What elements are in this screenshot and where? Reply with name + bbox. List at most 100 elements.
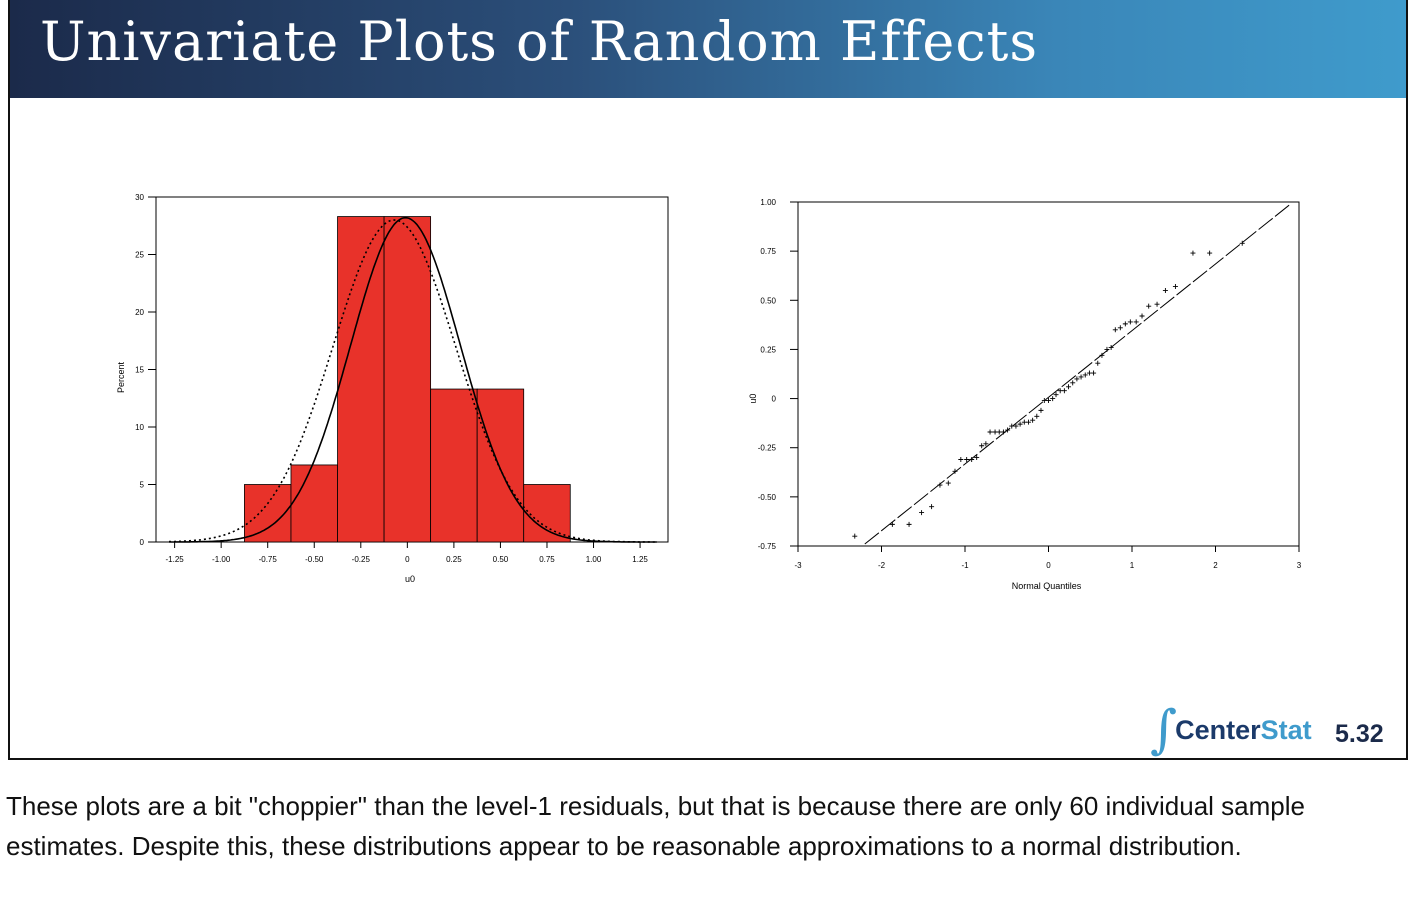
histogram-bar (476, 388, 525, 543)
logo-center-text: Center (1175, 714, 1261, 745)
data-point (1207, 250, 1213, 256)
data-point (979, 443, 985, 449)
x-tick-label: -1 (961, 561, 969, 570)
data-point (1038, 407, 1044, 413)
data-point (1112, 327, 1118, 333)
data-point (919, 510, 925, 516)
x-tick-label: -3 (794, 561, 802, 570)
caption-text: These plots are a bit "choppier" than th… (6, 791, 1305, 861)
x-axis-label: Normal Quantiles (1012, 581, 1082, 591)
integral-icon: ∫ (1150, 700, 1178, 760)
data-point (1122, 321, 1128, 327)
data-point (1000, 429, 1006, 435)
x-tick-label: 1.25 (632, 555, 648, 564)
histogram-bar (523, 484, 571, 543)
data-point (983, 441, 989, 447)
data-point (1057, 388, 1063, 394)
data-point (1074, 376, 1080, 382)
data-point (1133, 319, 1139, 325)
logo-stat-text: Stat (1260, 714, 1312, 745)
data-point (1104, 346, 1110, 352)
data-point (996, 429, 1002, 435)
data-point (1005, 427, 1011, 433)
x-tick-label: 2 (1213, 561, 1218, 570)
data-point (889, 521, 895, 527)
normal-density-curve (169, 216, 657, 543)
data-point (1021, 419, 1027, 425)
x-tick-label: 0.50 (493, 555, 509, 564)
data-point (852, 533, 858, 539)
histogram-chart: 0 5 10 15 20 25 30 -1.25 -1.00 -0.75 -0.50 -0.25 0 0.… (116, 193, 669, 584)
data-point (1017, 421, 1023, 427)
y-tick-label: 30 (135, 193, 144, 202)
qq-plot-chart: -0.75 -0.50 -0.25 0 0.25 0.50 0.75 1.00 -3 -2 -1 0 1… (748, 198, 1302, 591)
data-point (1070, 380, 1076, 386)
y-tick-label: 20 (135, 308, 144, 317)
x-tick-label: 0 (405, 555, 410, 564)
data-point (1025, 419, 1031, 425)
x-tick-label: -1.00 (212, 555, 231, 564)
x-tick-label: -0.50 (305, 555, 324, 564)
histogram-bar (383, 216, 432, 543)
histogram-bar (290, 464, 338, 543)
y-axis-label: Percent (116, 361, 126, 393)
histogram-bar (337, 216, 385, 543)
data-point (1009, 423, 1015, 429)
data-point (1061, 388, 1067, 394)
data-point (1086, 370, 1092, 376)
x-tick-label: -0.75 (259, 555, 278, 564)
data-point (1117, 325, 1123, 331)
data-point (1099, 352, 1105, 358)
data-point (958, 457, 964, 463)
data-point (945, 480, 951, 486)
data-point (1050, 396, 1056, 402)
data-point (929, 504, 935, 510)
y-tick-label: -0.25 (758, 444, 777, 453)
data-point (964, 457, 970, 463)
data-point (1127, 319, 1133, 325)
data-point (952, 468, 958, 474)
data-point (1146, 303, 1152, 309)
y-tick-label: 0.50 (760, 296, 776, 305)
slide-title: Univariate Plots of Random Effects (40, 10, 1039, 73)
data-point (1162, 287, 1168, 293)
data-point (1082, 372, 1088, 378)
y-tick-label: 0.25 (760, 345, 776, 354)
x-tick-label: 1.00 (586, 555, 602, 564)
data-point (937, 482, 943, 488)
centerstat-logo: ∫ Center Stat (1150, 702, 1312, 758)
data-point (1095, 360, 1101, 366)
data-point (1154, 301, 1160, 307)
reference-line (864, 203, 1291, 545)
histogram-bar (430, 388, 478, 543)
x-tick-label: -1.25 (166, 555, 185, 564)
data-point (987, 429, 993, 435)
data-point (969, 457, 975, 463)
x-tick-label: 3 (1297, 561, 1302, 570)
data-point (1013, 423, 1019, 429)
y-tick-label: 0 (772, 395, 777, 404)
y-tick-label: 5 (140, 481, 145, 490)
slide-number: 5.32 (1335, 720, 1384, 748)
data-point (1030, 417, 1036, 423)
data-point (1046, 398, 1051, 404)
kernel-density-curve (169, 219, 657, 543)
x-axis-label: u0 (405, 574, 415, 584)
data-point (906, 521, 912, 527)
y-axis-label: u0 (748, 394, 758, 404)
data-point (992, 429, 998, 435)
x-tick-label: 0.75 (539, 555, 555, 564)
data-point (1172, 284, 1178, 290)
data-point (1034, 413, 1040, 419)
title-bar: Univariate Plots of Random Effects (10, 0, 1406, 98)
y-tick-label: 0.75 (760, 247, 776, 256)
y-tick-label: 25 (135, 251, 144, 260)
data-point (974, 455, 980, 461)
data-point (1053, 392, 1059, 398)
y-tick-label: -0.50 (758, 493, 777, 502)
y-tick-label: 10 (135, 423, 144, 432)
data-point (1139, 313, 1145, 319)
y-tick-label: 0 (140, 538, 145, 547)
y-tick-label: -0.75 (758, 542, 777, 551)
data-point (1239, 240, 1245, 246)
